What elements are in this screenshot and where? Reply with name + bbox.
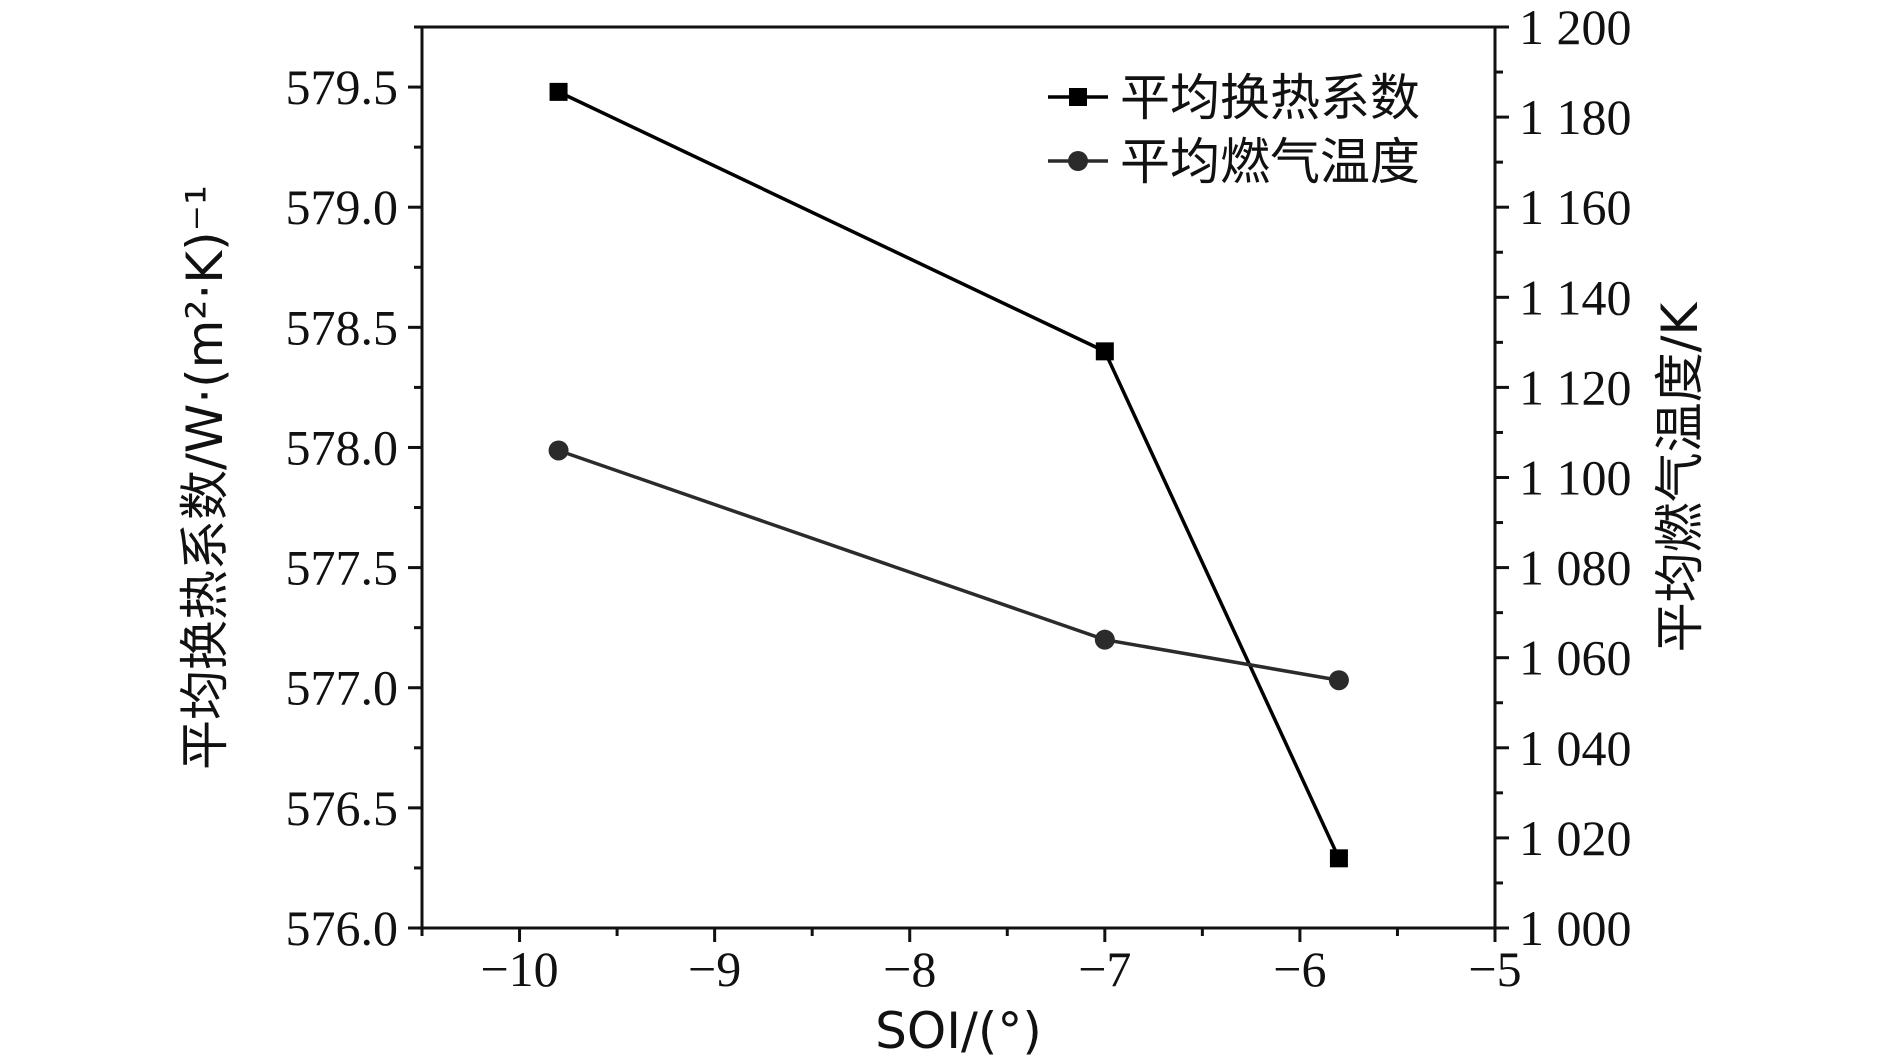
y-right-axis-title: 平均燃气温度/K [1651,301,1709,652]
data-point-circle [1328,670,1349,691]
legend-marker-circle [1068,151,1088,171]
x-tick-label: −7 [1078,941,1131,997]
y-left-tick-label: 576.5 [286,780,399,836]
y-right-tick-label: 1 200 [1519,0,1632,55]
data-point-circle [1094,629,1115,650]
x-tick-label: −10 [480,941,558,997]
y-left-tick-label: 579.5 [286,59,399,115]
data-point-square [1329,849,1348,868]
y-left-tick-label: 577.0 [286,660,399,716]
y-right-tick-label: 1 140 [1519,269,1632,325]
y-right-tick-label: 1 020 [1519,810,1632,866]
y-right-tick-label: 1 180 [1519,89,1632,145]
y-right-tick-label: 1 120 [1519,359,1632,415]
legend-label: 平均燃气温度 [1120,133,1420,191]
y-left-tick-label: 576.0 [286,900,399,956]
y-right-tick-label: 1 100 [1519,450,1632,506]
y-left-tick-label: 578.0 [286,419,399,475]
x-axis-title: SOI/(°) [875,1002,1042,1060]
y-left-tick-label: 579.0 [286,179,399,235]
series-line-2 [557,448,1340,682]
plot-frame [420,25,1497,930]
y-right-tick-label: 1 040 [1519,720,1632,776]
legend-label: 平均换热系数 [1120,69,1420,127]
x-tick-label: −6 [1273,941,1326,997]
y-right-tick-label: 1 000 [1519,900,1632,956]
y-right-tick-label: 1 060 [1519,630,1632,686]
y-right-tick-label: 1 080 [1519,540,1632,596]
series-line-1 [557,90,1341,860]
x-tick-label: −9 [688,941,741,997]
data-point-circle [548,440,569,461]
y-left-axis-title: 平均换热系数/W·(m²·K)⁻¹ [176,185,234,770]
series-layer [548,82,1349,868]
axis-ticks: −10 −9 −8 −7 −6 −5 576.0 576.5 577.0 577.5 578.0 57… [286,0,1632,997]
legend-marker-square [1069,88,1087,106]
y-right-tick-label: 1 160 [1519,179,1632,235]
x-tick-label: −8 [883,941,936,997]
y-left-tick-label: 577.5 [286,540,399,596]
data-point-square [1095,342,1114,361]
y-left-tick-label: 578.5 [286,299,399,355]
x-tick-label: −5 [1468,941,1521,997]
data-point-square [549,82,568,101]
